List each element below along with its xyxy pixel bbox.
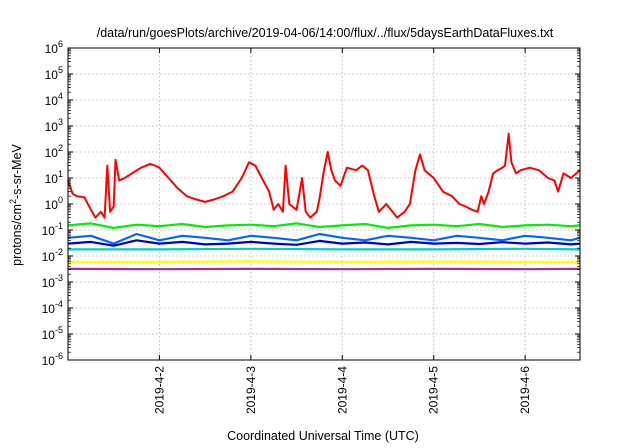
y-tick-label-base: 10	[42, 250, 56, 264]
series-line	[67, 222, 581, 229]
y-tick-label-exponent: 4	[58, 91, 63, 101]
y-tick-label-exponent: -6	[55, 351, 63, 361]
y-tick-label-exponent: 0	[58, 195, 63, 205]
x-tick-label: 2019-4-4	[335, 366, 349, 414]
x-tick-label: 2019-4-3	[244, 366, 258, 414]
x-axis-label: Coordinated Universal Time (UTC)	[227, 429, 419, 443]
y-tick-label-base: 10	[45, 146, 59, 160]
chart-title: /data/run/goesPlots/archive/2019-04-06/1…	[97, 26, 554, 40]
y-axis-label-suffix: -s-sr-MeV	[10, 143, 24, 199]
grid	[68, 48, 580, 360]
y-tick-label-exponent: -3	[55, 273, 63, 283]
series-group	[67, 132, 581, 271]
y-tick-label-base: 10	[42, 302, 56, 316]
y-tick-label-base: 10	[45, 172, 59, 186]
y-tick-label-exponent: -1	[55, 221, 63, 231]
y-tick-label: 100	[45, 195, 63, 212]
y-tick-label-exponent: 6	[58, 39, 63, 49]
y-tick-label: 10-6	[42, 351, 63, 368]
y-tick-label: 103	[45, 117, 63, 134]
y-tick-label-exponent: 5	[58, 65, 63, 75]
x-tick-label: 2019-4-6	[518, 366, 532, 414]
y-tick-label-base: 10	[45, 94, 59, 108]
x-tick-label: 2019-4-2	[152, 366, 166, 414]
y-axis-label: protons/cm2-s-sr-MeV	[8, 143, 24, 265]
y-tick-label-exponent: 1	[58, 169, 63, 179]
y-tick-label: 10-1	[42, 221, 63, 238]
y-tick-label-exponent: 2	[58, 143, 63, 153]
series-line	[67, 132, 581, 219]
y-axis-label-prefix: protons/cm	[10, 204, 24, 266]
y-tick-labels: 10610510410310210110010-110-210-310-410-…	[42, 39, 63, 368]
y-tick-label-base: 10	[45, 120, 59, 134]
series-line	[67, 232, 581, 245]
y-tick-label-exponent: -4	[55, 299, 63, 309]
y-tick-label-exponent: -5	[55, 325, 63, 335]
y-tick-label-base: 10	[42, 276, 56, 290]
y-tick-label: 105	[45, 65, 63, 82]
y-tick-label: 10-2	[42, 247, 63, 264]
y-tick-label-base: 10	[45, 198, 59, 212]
y-tick-label: 10-5	[42, 325, 63, 342]
y-tick-label-base: 10	[42, 328, 56, 342]
y-tick-label-base: 10	[42, 224, 56, 238]
y-tick-label-exponent: 3	[58, 117, 63, 127]
x-tick-labels: 2019-4-2 2019-4-3 2019-4-4 2019-4-5 2019-4-6	[152, 366, 532, 414]
y-tick-label-exponent: -2	[55, 247, 63, 257]
y-tick-label: 10-3	[42, 273, 63, 290]
tick-marks	[68, 47, 580, 361]
y-tick-label: 102	[45, 143, 63, 160]
series-line	[68, 247, 581, 251]
y-tick-label: 101	[45, 169, 63, 186]
y-tick-label: 104	[45, 91, 63, 108]
y-tick-label: 10-4	[42, 299, 63, 316]
series-line	[67, 239, 581, 247]
y-tick-label-base: 10	[42, 354, 56, 368]
y-tick-label-base: 10	[45, 42, 59, 56]
y-axis-label-sup: 2	[8, 199, 18, 204]
y-tick-label-base: 10	[45, 68, 59, 82]
x-tick-label: 2019-4-5	[427, 366, 441, 414]
y-tick-label: 106	[45, 39, 63, 56]
